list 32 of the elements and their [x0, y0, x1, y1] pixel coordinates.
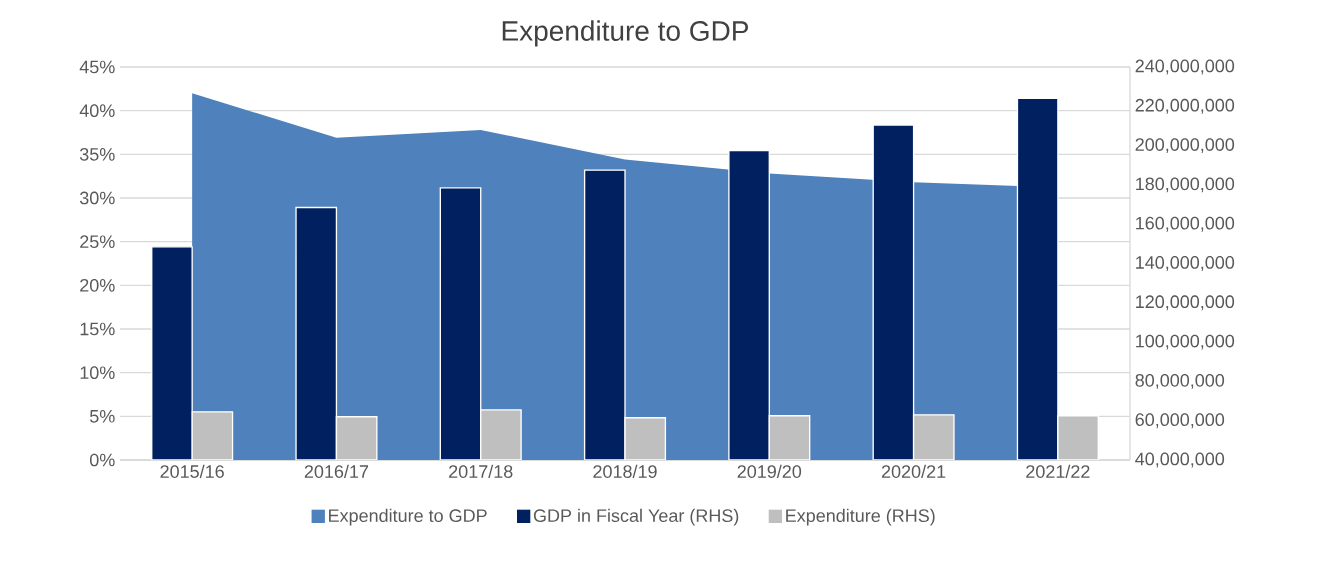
chart-title: Expenditure to GDP — [502, 20, 748, 47]
y-tick-label: 10% — [80, 366, 115, 380]
y-tick-label: 5% — [89, 410, 115, 423]
y2-tick-label: 200,000,000 — [1135, 138, 1235, 154]
y2-tick-label: 40,000,000 — [1135, 452, 1225, 468]
y2-tick-label: 180,000,000 — [1136, 177, 1235, 193]
x-tick-label: 2020/21 — [881, 464, 946, 478]
y2-tick-label: 100,000,000 — [1136, 334, 1235, 350]
y2-tick-label: 220,000,000 — [1135, 98, 1235, 114]
y2-tick-label: 120,000,000 — [1136, 295, 1235, 311]
legend-label: Expenditure to GDP — [329, 508, 487, 526]
x-tick-label: 2016/17 — [304, 464, 369, 478]
y-tick-label: 15% — [80, 322, 115, 336]
y2-tick-label: 140,000,000 — [1136, 256, 1235, 271]
y-tick-label: 20% — [80, 278, 115, 292]
y-tick-label: 0% — [89, 453, 115, 467]
y2-tick-label: 80,000,000 — [1135, 373, 1225, 389]
y-tick-label: 35% — [79, 147, 115, 161]
y-tick-label: 25% — [80, 235, 115, 249]
y-tick-label: 30% — [79, 191, 115, 205]
x-tick-label: 2017/18 — [449, 464, 513, 478]
y-tick-label: 40% — [79, 104, 115, 118]
x-tick-label: 2018/19 — [593, 464, 657, 478]
x-tick-label: 2021/22 — [1026, 464, 1090, 478]
legend-label: GDP in Fiscal Year (RHS) — [533, 508, 739, 526]
x-tick-label: 2015/16 — [160, 464, 224, 478]
y2-tick-label: 160,000,000 — [1136, 216, 1235, 232]
y2-tick-label: 60,000,000 — [1135, 413, 1225, 429]
legend-label: Expenditure (RHS) — [786, 508, 935, 526]
y2-tick-label: 240,000,000 — [1135, 59, 1235, 75]
x-tick-label: 2019/20 — [737, 464, 802, 478]
y-tick-label: 45% — [79, 60, 115, 74]
